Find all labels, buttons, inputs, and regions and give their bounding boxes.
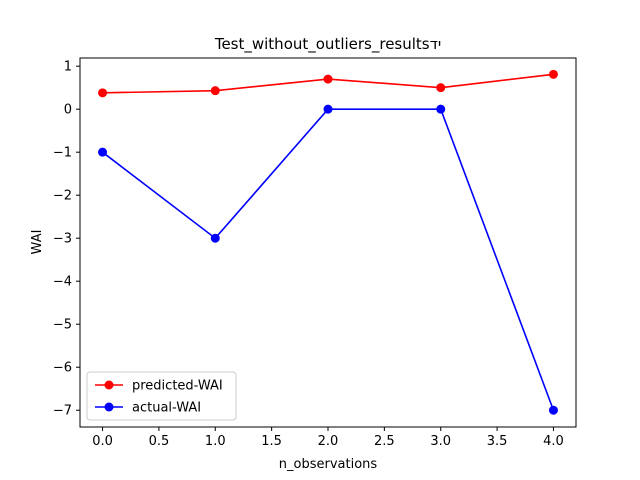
x-tick-label: 0.0 xyxy=(92,434,113,449)
y-axis-label: WAI xyxy=(30,230,45,255)
x-tick-label: 3.0 xyxy=(430,434,451,449)
chart-title: Test_without_outliers_resultsיד xyxy=(214,35,441,54)
legend: predicted-WAI actual-WAI xyxy=(86,371,237,421)
data-point-predicted-wai xyxy=(323,74,333,84)
plot-series xyxy=(98,69,558,415)
series-actual-wai xyxy=(98,104,558,415)
x-tick-label: 2.0 xyxy=(318,434,339,449)
x-tick-label: 1.5 xyxy=(261,434,282,449)
data-point-predicted-wai xyxy=(210,86,220,96)
data-point-predicted-wai xyxy=(548,69,558,79)
y-tick-label: −7 xyxy=(53,404,72,419)
y-tick-label: −1 xyxy=(53,146,72,161)
series-predicted-wai xyxy=(98,69,558,98)
y-tick-label: −5 xyxy=(53,318,72,333)
x-tick-label: 2.5 xyxy=(374,434,395,449)
legend-marker-actual-wai xyxy=(104,402,114,412)
x-tick-label: 0.5 xyxy=(149,434,170,449)
y-tick-label: −3 xyxy=(53,232,72,247)
data-point-actual-wai xyxy=(548,405,558,415)
x-tick-label: 3.5 xyxy=(487,434,508,449)
x-tick-label: 4.0 xyxy=(543,434,564,449)
plot-frame xyxy=(79,57,577,428)
y-tick-label: −6 xyxy=(53,361,72,376)
data-point-actual-wai xyxy=(98,147,108,157)
x-axis-label: n_observations xyxy=(279,457,378,472)
y-tick-label: −4 xyxy=(53,275,72,290)
data-point-predicted-wai xyxy=(436,83,446,93)
data-point-actual-wai xyxy=(323,104,333,114)
y-tick-label: 0 xyxy=(64,103,72,118)
data-point-actual-wai xyxy=(210,233,220,243)
y-tick-label: 1 xyxy=(64,60,72,75)
legend-label-predicted-wai: predicted-WAI xyxy=(132,379,223,394)
data-point-predicted-wai xyxy=(98,88,108,98)
legend-box xyxy=(86,371,237,421)
legend-marker-predicted-wai xyxy=(104,380,114,390)
x-tick-label: 1.0 xyxy=(205,434,226,449)
axis-ticks: 0.0 0.5 1.0 1.5 2.0 2.5 3.0 3.5 4.0 1 0 −1 −2 −3 −4 −5 −… xyxy=(53,60,564,449)
y-tick-label: −2 xyxy=(53,189,72,204)
legend-label-actual-wai: actual-WAI xyxy=(132,401,201,416)
data-point-actual-wai xyxy=(436,104,446,114)
